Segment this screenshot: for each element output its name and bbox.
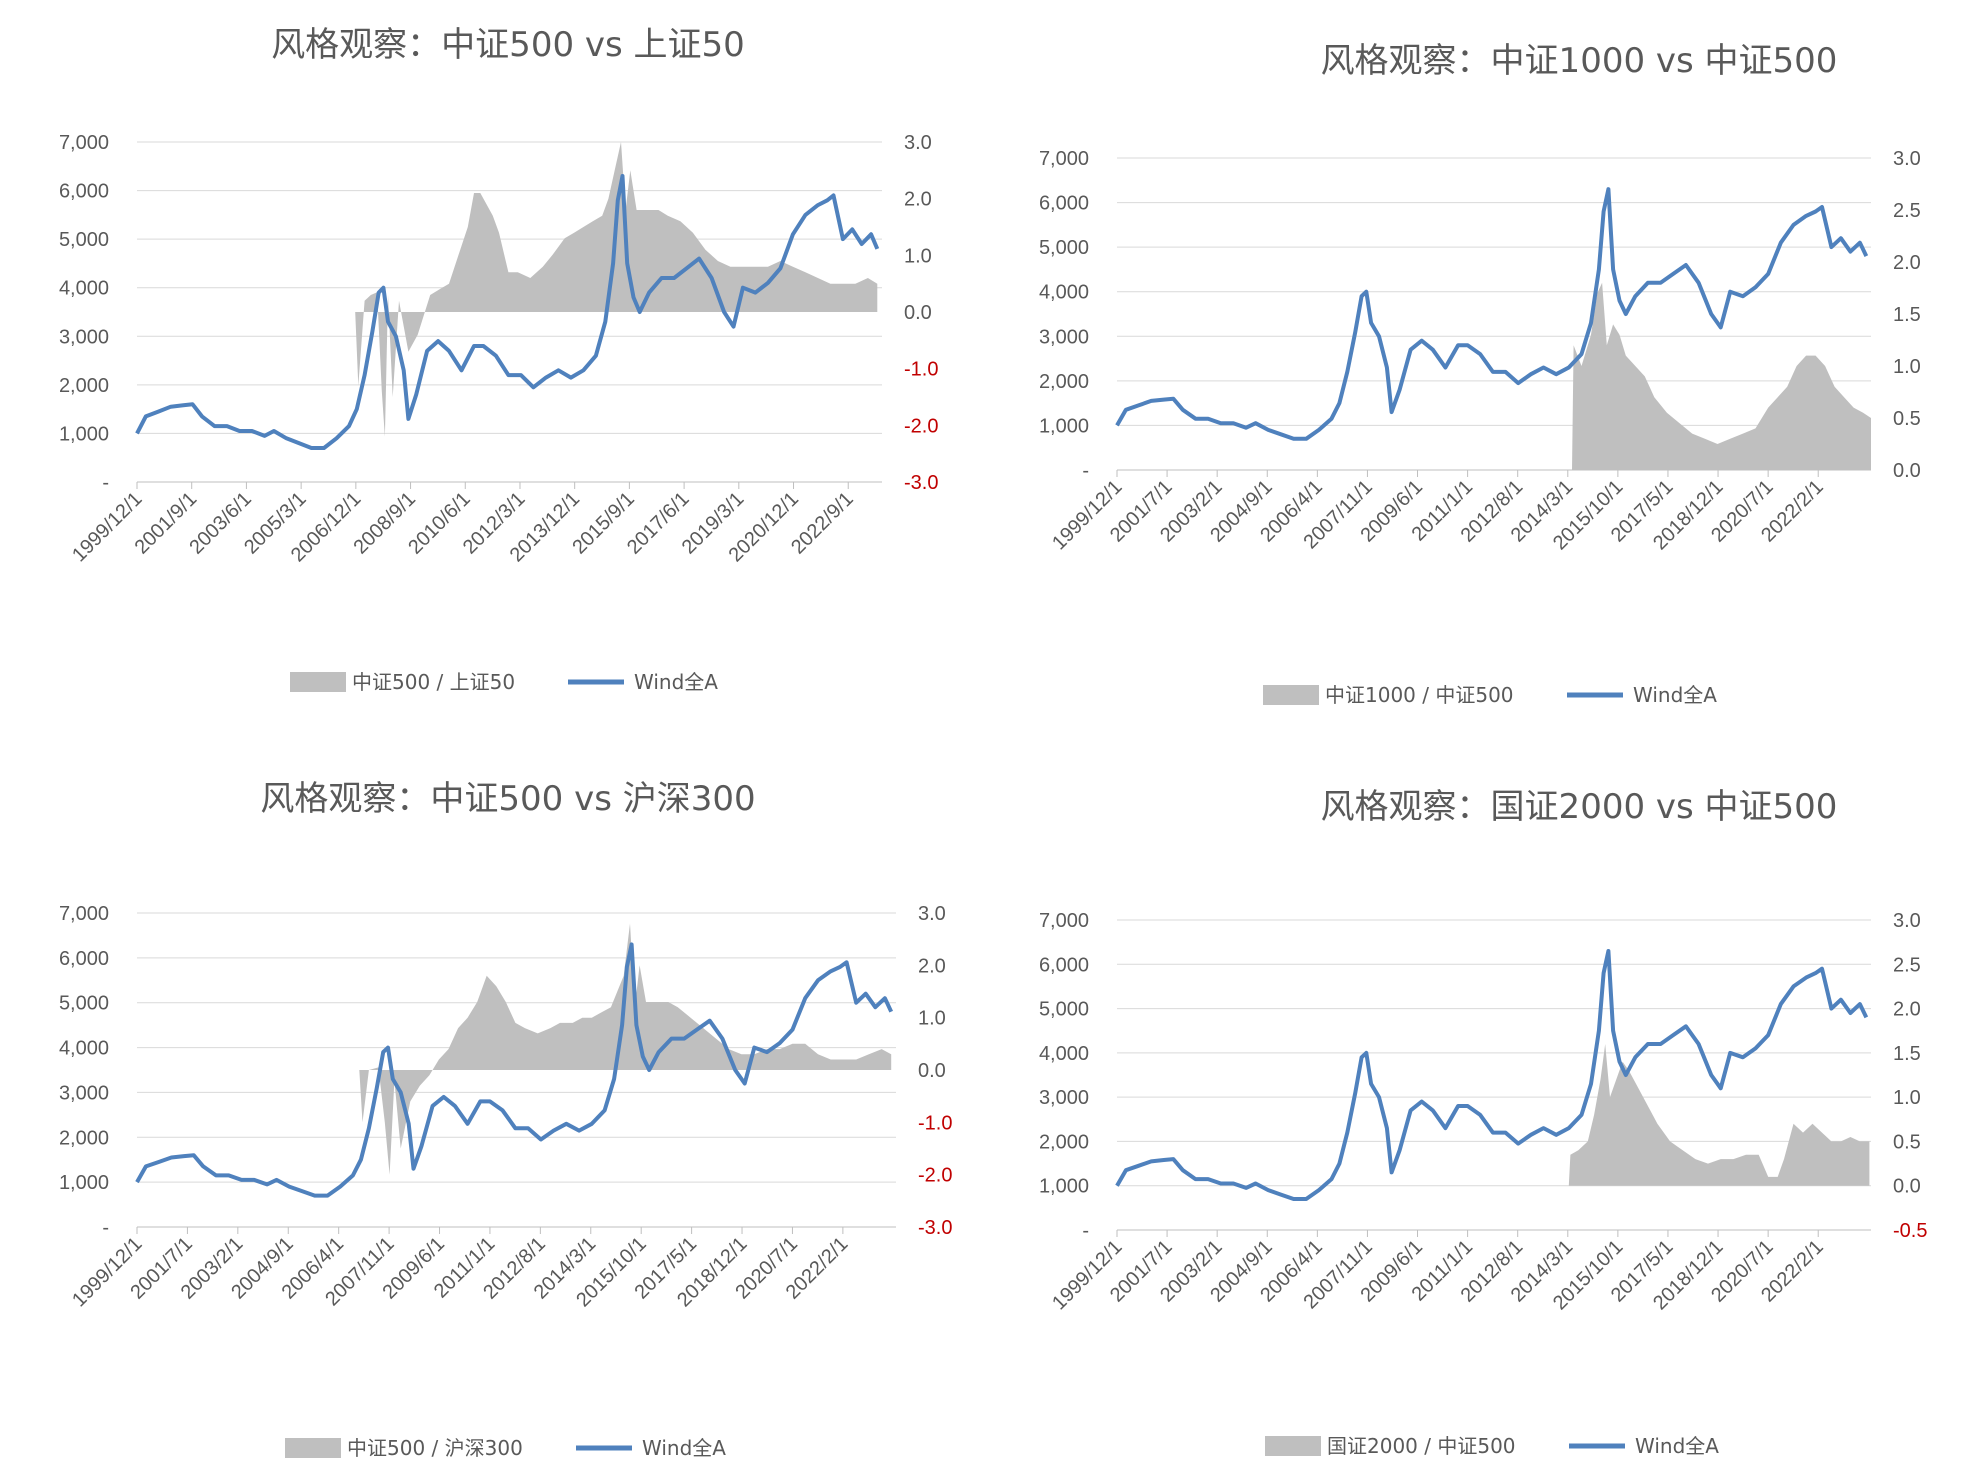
y-right-tick-label: 1.0 [904,245,932,267]
legend-label: Wind全A [634,670,718,694]
y-left-tick-label: 6,000 [59,948,109,970]
y-right-tick-label: -2.0 [918,1165,952,1187]
y-left-tick-label: 3,000 [59,1082,109,1104]
area-series [1568,1044,1870,1186]
y-left-tick-label: 6,000 [1039,954,1089,976]
legend-label: 中证500 / 上证50 [352,670,515,694]
y-right-tick-label: 1.0 [918,1008,946,1030]
y-left-tick-label: 7,000 [59,903,109,925]
y-right-tick-label: 2.5 [1893,954,1921,976]
y-left-tick-label: 2,000 [59,1127,109,1149]
y-right-tick-label: 3.0 [918,903,946,925]
y-left-tick-label: 4,000 [1039,282,1089,304]
y-right-tick-label: 2.0 [1893,252,1921,274]
legend-label: Wind全A [1633,683,1717,707]
y-left-tick-label: 6,000 [59,181,109,203]
legend-label: Wind全A [642,1436,726,1460]
legend-label: Wind全A [1635,1434,1719,1458]
y-right-tick-label: 2.0 [904,189,932,211]
y-left-tick-label: 1,000 [59,1172,109,1194]
y-right-tick-label: 0.5 [1893,408,1921,430]
y-left-tick-label: 6,000 [1039,193,1089,215]
y-right-tick-label: 0.0 [1893,460,1921,482]
chart-panel-2: 风格观察：中证1000 vs 中证500 7,000 6,000 5,000 4,000… [993,0,1986,740]
y-left-tick-label: 7,000 [1039,910,1089,932]
x-tick-label: 1999/12/1 [68,488,146,566]
y-left-tick-label: 7,000 [59,132,109,154]
y-left-tick-label: 4,000 [1039,1043,1089,1065]
y-right-tick-label: -1.0 [904,359,938,381]
y-left-tick-label: 7,000 [1039,148,1089,170]
legend-swatch-area [1263,685,1319,705]
chart-panel-4: 风格观察：国证2000 vs 中证500 7,000 6,000 5,000 4,000… [993,740,1986,1480]
line-series [135,174,880,450]
legend-label: 中证1000 / 中证500 [1325,683,1514,707]
chart-panel-1: 风格观察：中证500 vs 上证50 7,000 6,000 5,000 4,000 3,… [0,0,993,740]
y-right-tick-label: 3.0 [904,132,932,154]
y-right-tick-label: 2.0 [1893,999,1921,1021]
y-right-tick-label: 1.0 [1893,356,1921,378]
chart-title: 风格观察：中证500 vs 上证50 [271,25,745,65]
y-right-tick-label: 3.0 [1893,910,1921,932]
y-left-tick-label: - [1082,1220,1089,1242]
y-left-tick-label: 1,000 [1039,415,1089,437]
area-series [1572,282,1871,470]
y-left-tick-label: 5,000 [1039,237,1089,259]
chart-svg: 风格观察：中证500 vs 沪深300 7,000 6,000 5,000 4,000 3… [59,779,953,1460]
y-left-tick-label: - [102,472,109,494]
y-left-tick-label: 2,000 [59,375,109,397]
y-right-tick-label: 0.0 [918,1060,946,1082]
y-left-tick-label: 3,000 [59,326,109,348]
y-right-tick-label: 2.5 [1893,200,1921,222]
y-right-tick-label: 2.0 [918,955,946,977]
y-left-tick-label: 1,000 [59,423,109,445]
y-left-tick-label: - [102,1217,109,1239]
chart-title: 风格观察：中证500 vs 沪深300 [260,779,755,819]
x-tick-label: 1999/12/1 [1048,1236,1126,1314]
y-right-tick-label: -3.0 [918,1217,952,1239]
legend-swatch-area [1265,1436,1321,1456]
chart-svg: 风格观察：国证2000 vs 中证500 7,000 6,000 5,000 4,000… [1039,787,1928,1458]
y-right-tick-label: 0.0 [1893,1176,1921,1198]
y-right-tick-label: 3.0 [1893,148,1921,170]
y-right-tick-label: -0.5 [1893,1220,1927,1242]
legend-label: 中证500 / 沪深300 [347,1436,523,1460]
y-right-tick-label: -2.0 [904,415,938,437]
x-tick-label: 1999/12/1 [68,1233,146,1311]
y-left-tick-label: 4,000 [59,1038,109,1060]
y-right-tick-label: -1.0 [918,1112,952,1134]
line-series [1115,949,1869,1201]
y-right-tick-label: -3.0 [904,472,938,494]
y-right-tick-label: 1.5 [1893,1043,1921,1065]
y-left-tick-label: 2,000 [1039,1131,1089,1153]
chart-panel-3: 风格观察：中证500 vs 沪深300 7,000 6,000 5,000 4,000 3… [0,740,993,1480]
y-left-tick-label: 3,000 [1039,1087,1089,1109]
legend-label: 国证2000 / 中证500 [1327,1434,1516,1458]
y-left-tick-label: 5,000 [1039,999,1089,1021]
y-left-tick-label: 3,000 [1039,326,1089,348]
y-left-tick-label: 5,000 [59,993,109,1015]
chart-title: 风格观察：国证2000 vs 中证500 [1321,787,1838,827]
y-right-tick-label: 0.5 [1893,1131,1921,1153]
y-left-tick-label: 5,000 [59,229,109,251]
x-tick-label: 1999/12/1 [1048,476,1126,554]
line-series [135,942,894,1198]
area-series [359,923,892,1175]
legend-swatch-area [285,1438,341,1458]
y-right-tick-label: 1.5 [1893,304,1921,326]
chart-svg: 风格观察：中证500 vs 上证50 7,000 6,000 5,000 4,000 3,… [59,25,939,694]
line-series [1115,187,1869,441]
y-left-tick-label: 4,000 [59,278,109,300]
y-left-tick-label: 1,000 [1039,1176,1089,1198]
chart-svg: 风格观察：中证1000 vs 中证500 7,000 6,000 5,000 4,000… [1039,41,1921,707]
y-right-tick-label: 1.0 [1893,1087,1921,1109]
legend-swatch-area [290,672,346,692]
area-series [355,142,878,437]
y-left-tick-label: - [1082,460,1089,482]
y-left-tick-label: 2,000 [1039,371,1089,393]
chart-title: 风格观察：中证1000 vs 中证500 [1321,41,1838,81]
y-right-tick-label: 0.0 [904,302,932,324]
